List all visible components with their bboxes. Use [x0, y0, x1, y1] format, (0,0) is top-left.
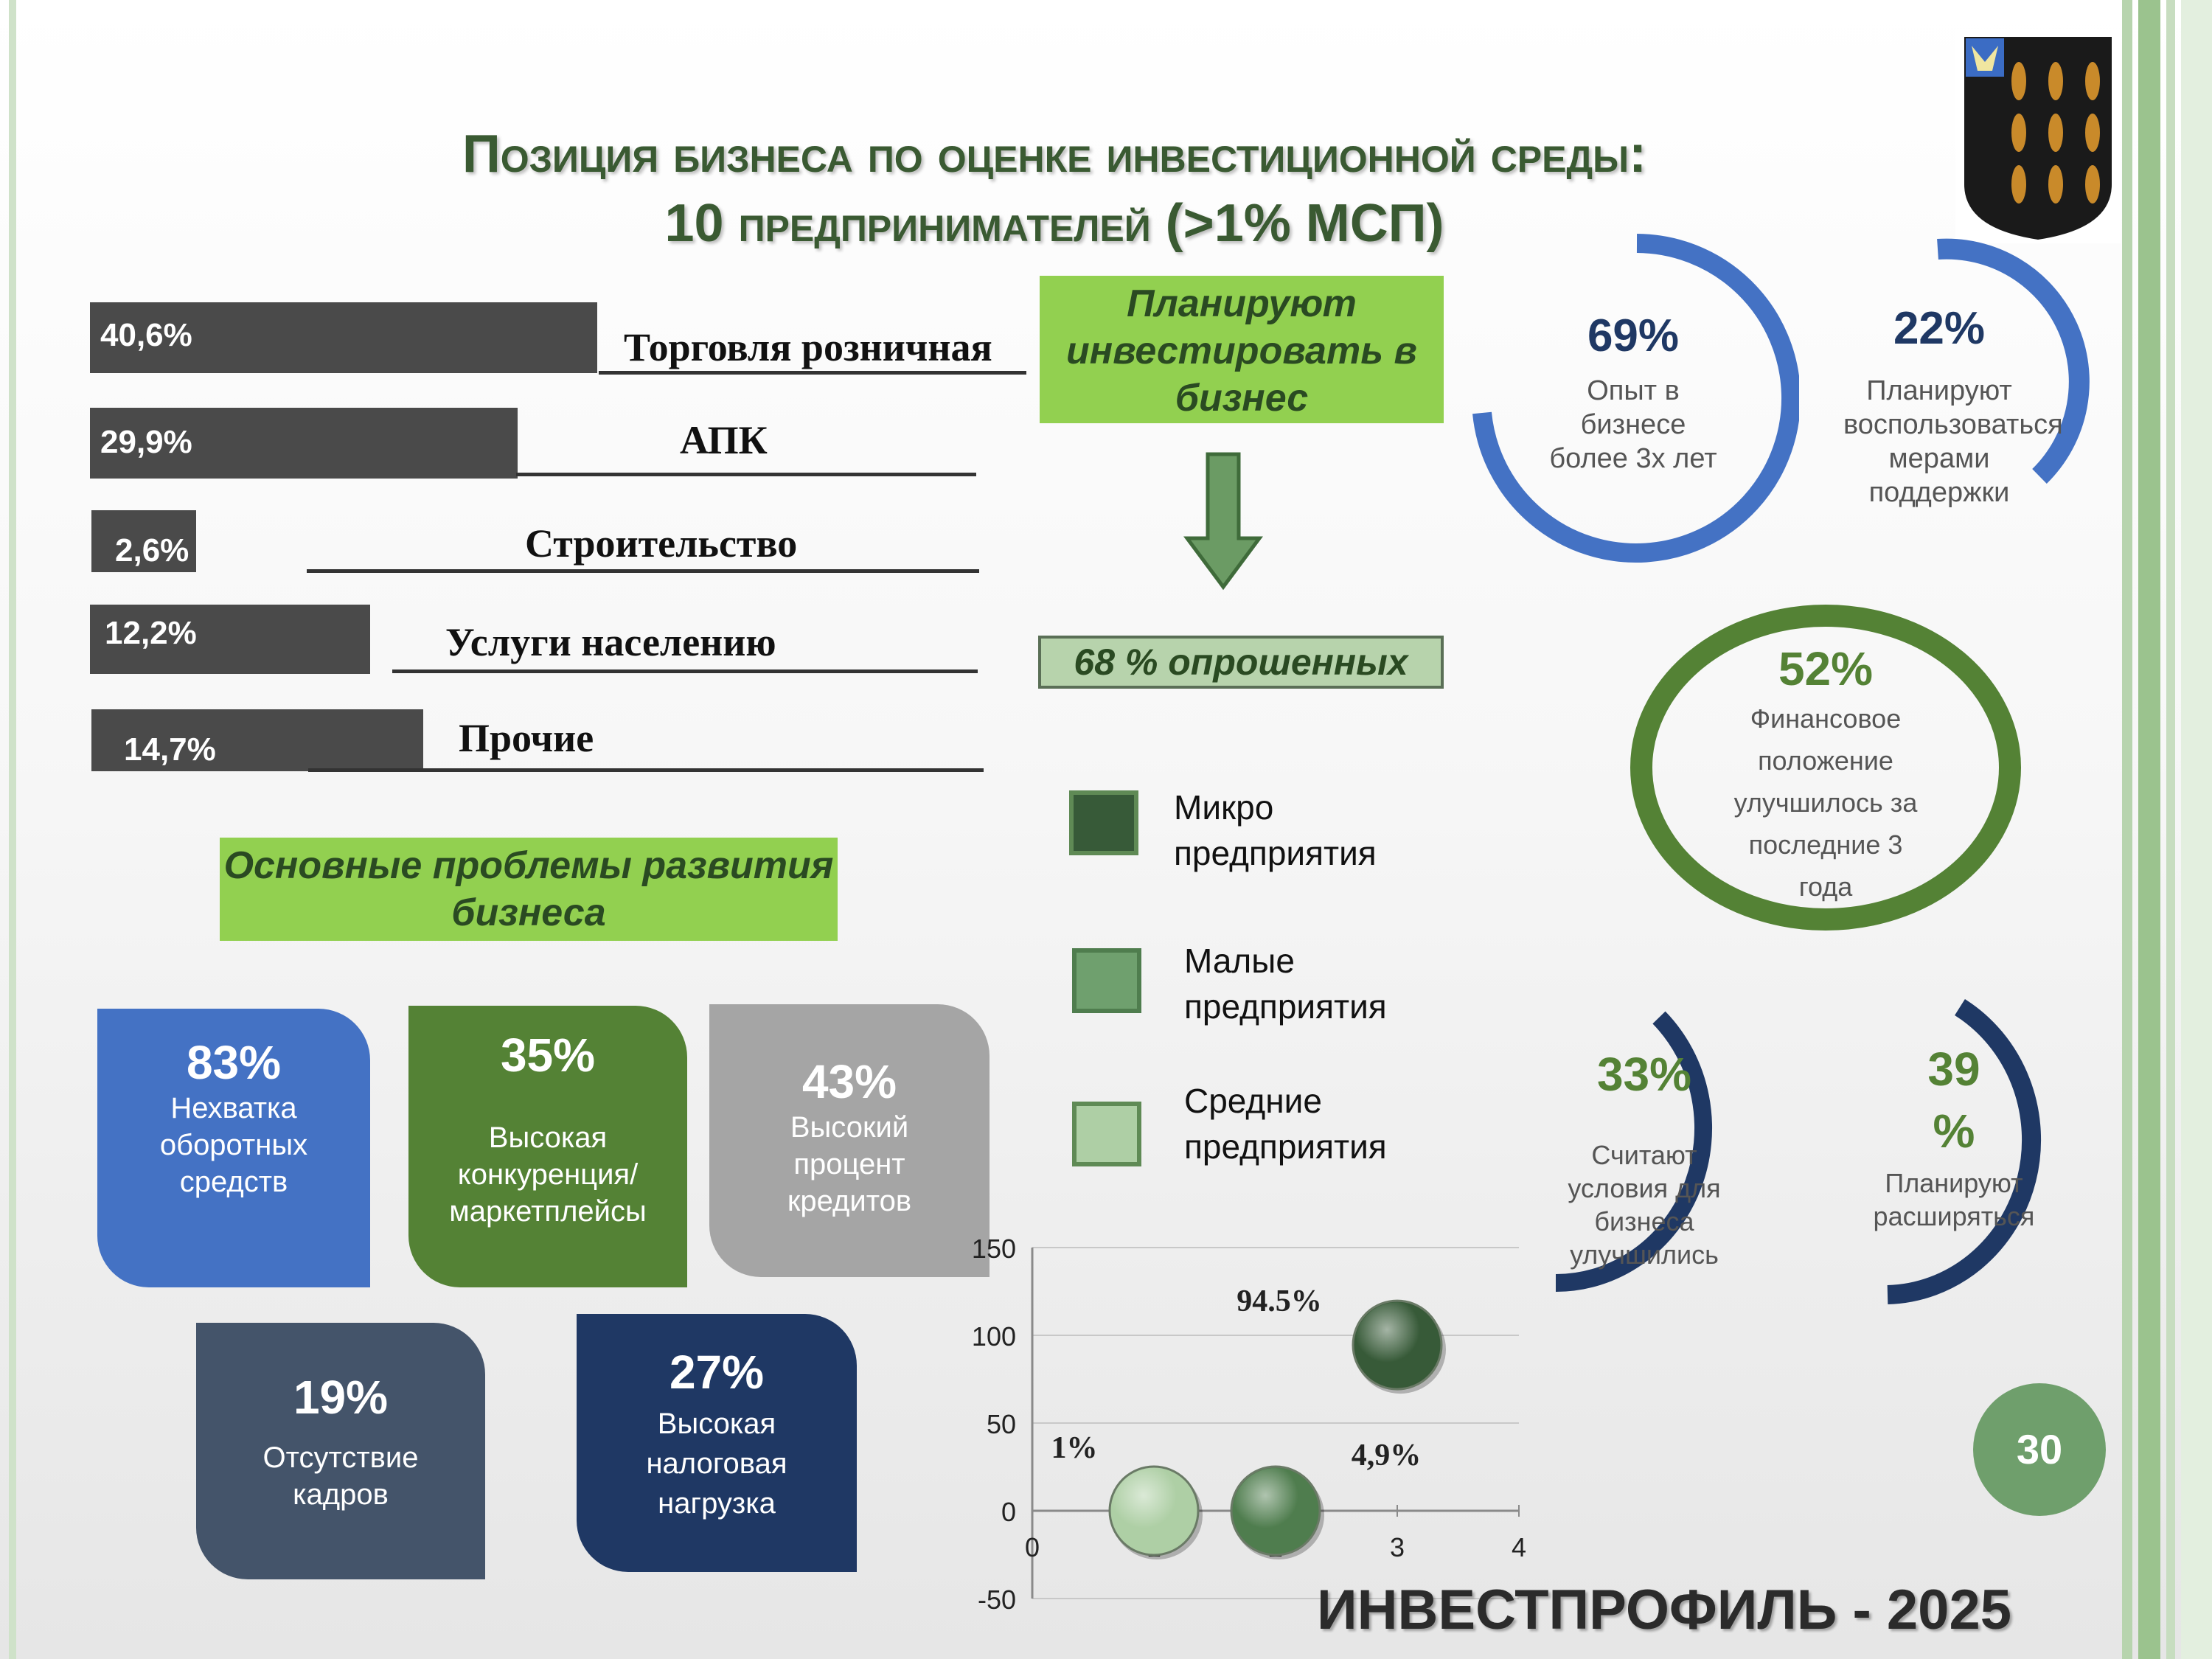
enterprise-size-chart: -5005010015001234 1%4,9%94.5% — [972, 1234, 1526, 1615]
data-point-gloss — [1233, 1468, 1318, 1554]
problem-pct: 27% — [669, 1346, 765, 1399]
surveyed-box: 68 % опрошенных — [1038, 636, 1444, 689]
ring-experience — [1467, 229, 1801, 571]
invest-plan-box: Планируют инвестировать в бизнес — [1040, 276, 1444, 423]
sector-bar-services: 12,2% — [90, 605, 370, 674]
sector-bar-retail: 40,6% — [90, 302, 597, 373]
ring-support — [1895, 233, 2116, 495]
y-tick-label: 0 — [1001, 1497, 1016, 1527]
problem-pct: 83% — [186, 1036, 282, 1089]
decor-stripe — [2138, 0, 2160, 1659]
ring-experience-text: 69% Опыт в бизнесе более 3х лет — [1519, 310, 1747, 476]
sector-label-services: Услуги населению — [445, 620, 776, 664]
decor-stripe — [2181, 0, 2212, 1659]
problem-text: Нехватка оборотных средств — [159, 1092, 308, 1198]
problem-pct: 43% — [801, 1055, 897, 1108]
legend-swatch-micro — [1069, 790, 1138, 855]
sector-underline — [392, 669, 978, 673]
data-point-gloss — [1111, 1468, 1197, 1554]
decor-stripe — [2122, 0, 2132, 1659]
sector-label-other: Прочие — [459, 716, 594, 760]
footer-brand: ИНВЕСТПРОФИЛЬ - 2025 — [1317, 1579, 2011, 1641]
problem-card-working-capital: 83% Нехватка оборотных средств — [97, 1009, 370, 1287]
coat-of-arms-logo — [1955, 29, 2121, 243]
sector-underline — [516, 473, 976, 476]
sector-underline — [307, 569, 979, 573]
ring-text: Считают условия для бизнеса улучшились — [1568, 1140, 1721, 1270]
sector-bar-agro: 29,9% — [90, 408, 518, 479]
ring-text: Планируют воспользоваться мерами поддерж… — [1843, 375, 2063, 508]
ring-pct: 52% — [1778, 642, 1874, 695]
ring-expand-text: 39 % Планируют расширяться — [1851, 1038, 2057, 1233]
sector-label-retail: Торговля розничная — [624, 325, 992, 369]
page-number-badge: 30 — [1973, 1383, 2106, 1516]
problem-text: Отсутствие кадров — [262, 1441, 419, 1511]
ring-expand — [1873, 992, 2116, 1321]
problem-card-staff: 19% Отсутствие кадров — [196, 1323, 485, 1579]
ring-text: Опыт в бизнесе более 3х лет — [1549, 375, 1717, 474]
problem-text: Высокая конкуренция/ маркетплейсы — [449, 1121, 647, 1228]
data-label: 94.5% — [1237, 1284, 1322, 1318]
y-tick-label: 150 — [972, 1234, 1016, 1264]
y-tick-label: -50 — [978, 1585, 1016, 1615]
legend-label-micro: Микро предприятия — [1174, 788, 1377, 872]
decor-stripe — [2166, 0, 2175, 1659]
problem-card-tax: 27% Высокая налоговая нагрузка — [577, 1314, 857, 1572]
ring-finance-text: 52% Финансовое положение улучшилось за п… — [1715, 641, 1936, 908]
sector-underline — [599, 371, 1026, 375]
problems-header: Основные проблемы развития бизнеса — [220, 838, 838, 941]
sector-label-construction: Строительство — [525, 521, 798, 566]
ring-pct: 22% — [1893, 303, 1986, 354]
ring-conditions-text: 33% Считают условия для бизнеса улучшили… — [1534, 1047, 1755, 1271]
ring-support-text: 22% Планируют воспользоваться мерами под… — [1829, 302, 2063, 509]
y-tick-label: 100 — [972, 1321, 1016, 1352]
page-subtitle: 10 предпринимателей (>1% МСП) — [664, 194, 1444, 253]
data-label: 4,9% — [1352, 1439, 1422, 1472]
legend-swatch-small — [1072, 948, 1141, 1013]
page-title: Позиция бизнеса по оценке инвестиционной… — [462, 125, 1647, 184]
ring-pct: 69% — [1587, 310, 1680, 361]
legend-label-medium: Средние предприятия — [1184, 1082, 1387, 1166]
sector-bar-construction: 2,6% — [91, 510, 196, 572]
ring-text: Планируют расширяться — [1873, 1168, 2035, 1231]
decor-stripe-left — [9, 0, 16, 1659]
ring-pct: 33% — [1596, 1048, 1692, 1101]
data-label: 1% — [1051, 1431, 1098, 1465]
sector-label-agro: АПК — [680, 418, 768, 462]
legend-swatch-medium — [1072, 1102, 1141, 1166]
x-tick-label: 0 — [1025, 1532, 1040, 1562]
y-tick-label: 50 — [987, 1409, 1016, 1439]
x-tick-label: 3 — [1390, 1532, 1405, 1562]
ring-finance — [1627, 602, 2039, 945]
problem-card-competition: 35% Высокая конкуренция/ маркетплейсы — [408, 1006, 687, 1287]
problem-text: Высокий процент кредитов — [787, 1111, 912, 1217]
sector-bar-other: 14,7% — [91, 709, 423, 771]
problem-text: Высокая налоговая нагрузка — [646, 1408, 787, 1520]
legend-label-small: Малые предприятия — [1184, 942, 1387, 1026]
problem-pct: 35% — [500, 1029, 596, 1082]
ring-pct: 39 % — [1927, 1043, 1980, 1158]
data-point-gloss — [1354, 1302, 1440, 1388]
x-tick-label: 4 — [1512, 1532, 1526, 1562]
ring-text: Финансовое положение улучшилось за после… — [1733, 703, 1918, 902]
problem-card-credit-rate: 43% Высокий процент кредитов — [709, 1004, 990, 1277]
sector-underline — [308, 768, 984, 772]
ring-conditions — [1534, 1003, 1814, 1338]
arrow-down-icon — [1183, 451, 1264, 595]
problem-pct: 19% — [293, 1371, 389, 1424]
